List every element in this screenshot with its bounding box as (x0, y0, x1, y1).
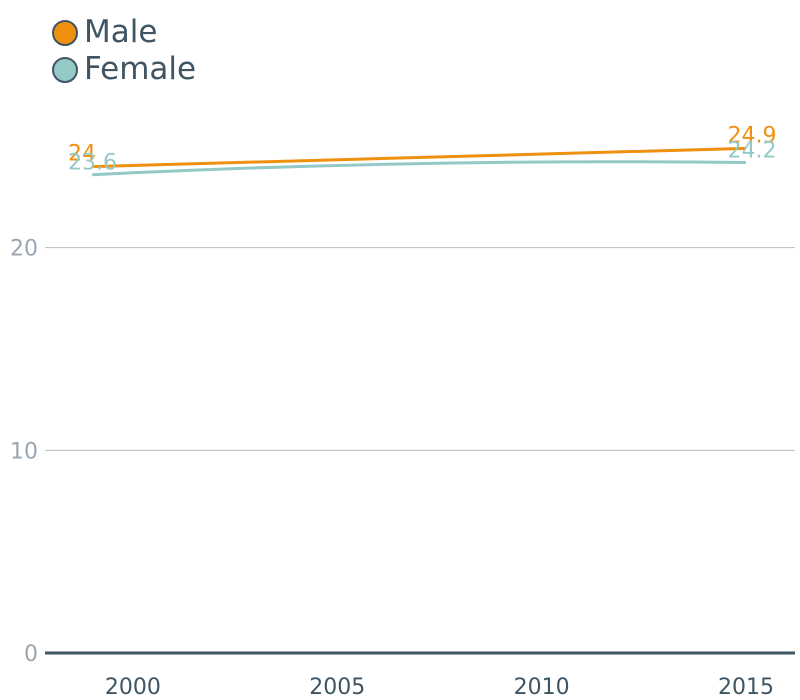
data-labels: 24 24.9 23.6 24.2 (68, 123, 776, 175)
legend: Male Female (52, 14, 196, 88)
data-label-male: 24.9 (727, 123, 776, 148)
data-label-male: 24 (68, 142, 96, 167)
y-tick-label: 10 (10, 439, 38, 464)
legend-label-female: Female (84, 51, 197, 87)
legend-item-female[interactable]: Female (52, 51, 196, 88)
x-axis-ticks: 2000 2005 2010 2015 (105, 675, 774, 700)
x-tick-label: 2000 (105, 675, 161, 700)
data-label-female: 23.6 (68, 151, 117, 176)
x-tick-label: 2015 (718, 675, 774, 700)
legend-item-male[interactable]: Male (52, 14, 196, 51)
y-axis-ticks: 0 10 20 (10, 237, 38, 667)
legend-label-male: Male (84, 14, 158, 50)
series-line-female (91, 160, 746, 177)
data-label-female: 24.2 (727, 139, 776, 164)
legend-swatch-female (52, 56, 78, 83)
series-lines (91, 146, 746, 177)
x-tick-label: 2005 (309, 675, 365, 700)
gridlines (45, 247, 795, 451)
x-tick-label: 2010 (514, 675, 570, 700)
y-tick-label: 20 (10, 237, 38, 262)
y-tick-label: 0 (24, 642, 38, 667)
legend-swatch-male (52, 19, 78, 46)
series-line-male (91, 146, 746, 169)
